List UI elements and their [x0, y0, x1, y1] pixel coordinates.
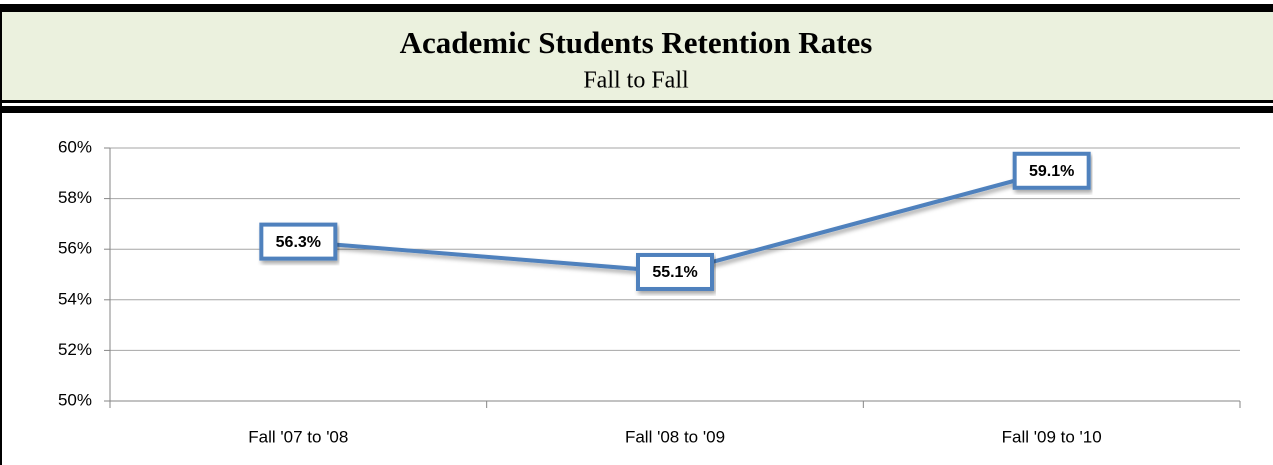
y-tick-label: 56%	[58, 239, 92, 258]
x-tick-label: Fall '08 to '09	[625, 427, 725, 446]
value-label-box	[1012, 151, 1091, 190]
chart-subtitle: Fall to Fall	[583, 68, 689, 94]
value-label-box	[636, 252, 714, 291]
x-tick-label: Fall '09 to '10	[1002, 427, 1102, 446]
value-label: 56.3%	[276, 234, 321, 251]
top-bar	[0, 4, 1273, 12]
value-label: 59.1%	[1029, 163, 1074, 180]
header-background	[2, 12, 1273, 100]
y-tick-label: 52%	[58, 340, 92, 359]
left-border	[0, 12, 2, 465]
value-label: 55.1%	[652, 264, 697, 281]
header-rule-thick	[0, 106, 1273, 113]
y-tick-label: 58%	[58, 188, 92, 207]
value-label-box	[259, 222, 338, 261]
y-tick-label: 50%	[58, 390, 92, 409]
chart-title: Academic Students Retention Rates	[400, 25, 873, 60]
y-tick-label: 60%	[58, 137, 92, 156]
x-tick-label: Fall '07 to '08	[248, 427, 348, 446]
header-rule	[0, 100, 1273, 103]
y-tick-label: 54%	[58, 289, 92, 308]
